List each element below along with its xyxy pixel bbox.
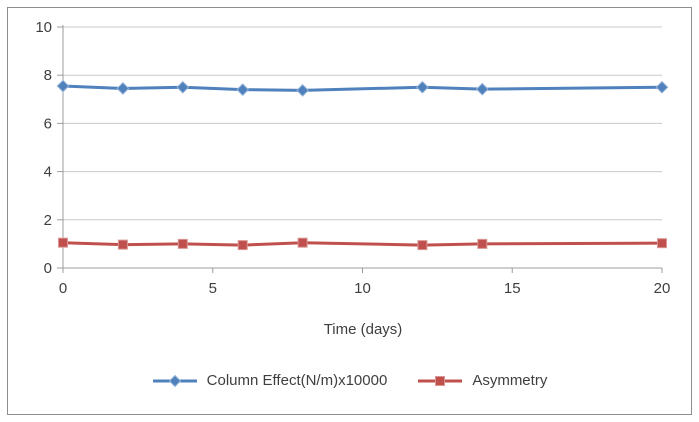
y-tick-label: 10 bbox=[35, 19, 52, 36]
legend-label-asymmetry: Asymmetry bbox=[472, 372, 548, 389]
x-tick-label: 5 bbox=[209, 280, 217, 297]
legend-item-asymmetry: Asymmetry bbox=[417, 372, 547, 389]
data-point-square bbox=[177, 238, 188, 249]
data-point-square bbox=[58, 237, 68, 248]
chart-frame-border: 0 2 4 6 8 10 0 5 10 15 20 Time (days) Column Effec… bbox=[7, 7, 692, 415]
y-tick-label: 2 bbox=[44, 212, 52, 229]
data-point-diamond bbox=[415, 80, 429, 94]
data-point-diamond bbox=[176, 80, 190, 94]
line-chart-plot-area: 0 2 4 6 8 10 0 5 10 15 20 bbox=[35, 19, 671, 297]
red-line-square-icon bbox=[418, 375, 463, 386]
data-point-diamond bbox=[236, 83, 250, 97]
legend-label-column-effect: Column Effect(N/m)x10000 bbox=[206, 372, 388, 389]
data-point-diamond bbox=[655, 80, 669, 94]
y-tick-label: 8 bbox=[44, 67, 52, 84]
series-line-1 bbox=[61, 241, 664, 247]
y-tick-label: 0 bbox=[44, 260, 52, 277]
y-tick-label: 4 bbox=[44, 164, 52, 181]
x-axis-title: Time (days) bbox=[323, 321, 403, 338]
legend: Column Effect(N/m)x10000 Asymmetry bbox=[8, 372, 691, 389]
legend-marker bbox=[435, 375, 446, 386]
legend-marker bbox=[168, 374, 181, 387]
x-tick-label: 20 bbox=[654, 280, 671, 297]
series-line-0 bbox=[61, 84, 664, 92]
x-tick-label: 10 bbox=[354, 280, 371, 297]
legend-item-column-effect: Column Effect(N/m)x10000 bbox=[152, 372, 388, 389]
blue-line-diamond-icon bbox=[152, 374, 197, 387]
data-point-diamond bbox=[296, 83, 310, 97]
x-tick-label: 0 bbox=[59, 280, 67, 297]
data-point-diamond bbox=[475, 82, 489, 96]
x-tick-label: 15 bbox=[504, 280, 521, 297]
data-point-square bbox=[657, 238, 667, 249]
data-point-diamond bbox=[116, 82, 130, 95]
data-point-diamond bbox=[56, 79, 70, 93]
data-point-square bbox=[117, 239, 128, 250]
data-point-square bbox=[297, 237, 308, 248]
data-point-square bbox=[417, 240, 428, 251]
data-point-square bbox=[237, 240, 248, 251]
y-tick-label: 6 bbox=[44, 115, 52, 132]
data-point-square bbox=[477, 238, 488, 249]
